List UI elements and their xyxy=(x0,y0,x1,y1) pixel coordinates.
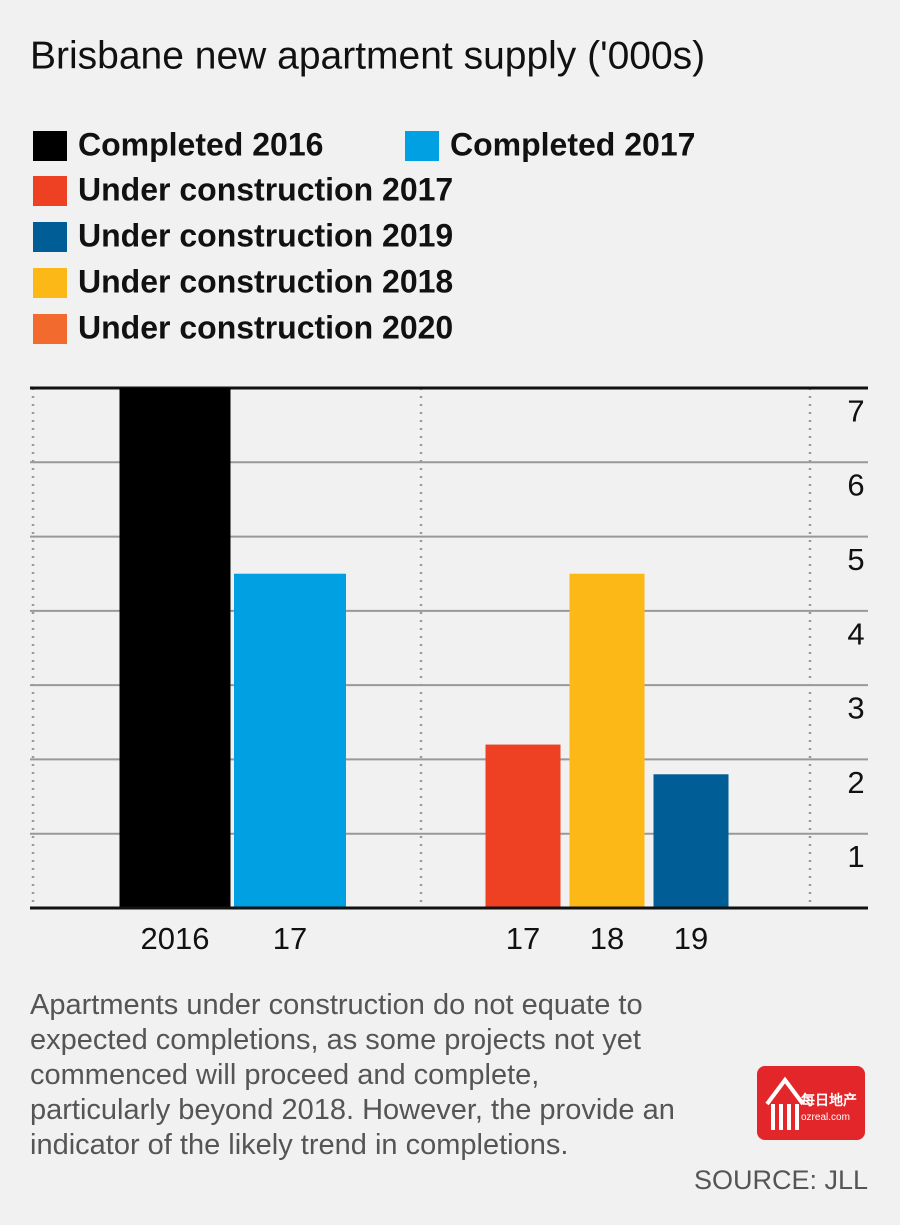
x-tick-label: 18 xyxy=(590,921,624,956)
legend-swatch xyxy=(33,131,67,161)
x-tick-label: 19 xyxy=(674,921,708,956)
footnote: Apartments under construction do not equ… xyxy=(30,989,675,1161)
legend-label: Completed 2017 xyxy=(450,126,695,162)
y-tick-label: 5 xyxy=(847,542,864,577)
bar xyxy=(569,573,645,908)
y-tick-label: 3 xyxy=(847,691,864,726)
legend-swatch xyxy=(33,176,67,206)
source: SOURCE: JLL xyxy=(693,1165,868,1195)
logo: 每日地产 ozreal.com xyxy=(757,1066,865,1140)
x-tick-label: 17 xyxy=(506,921,540,956)
legend-label: Under construction 2018 xyxy=(78,263,453,299)
legend-label: Completed 2016 xyxy=(78,126,323,162)
legend-swatch xyxy=(33,314,67,344)
chart-title: Brisbane new apartment supply ('000s) xyxy=(30,34,705,77)
legend-label: Under construction 2019 xyxy=(78,217,453,253)
bar xyxy=(234,573,346,908)
y-tick-label: 2 xyxy=(847,765,864,800)
legend-swatch xyxy=(33,268,67,298)
logo-name: 每日地产 xyxy=(801,1092,857,1108)
legend-swatch xyxy=(405,131,439,161)
legend-swatch xyxy=(33,222,67,252)
logo-url: ozreal.com xyxy=(801,1112,850,1123)
legend-label: Under construction 2020 xyxy=(78,309,453,345)
x-tick-label: 2016 xyxy=(141,921,210,956)
logo-icon xyxy=(765,1076,805,1130)
y-tick-label: 7 xyxy=(847,393,864,428)
y-tick-label: 4 xyxy=(847,616,864,651)
legend-label: Under construction 2017 xyxy=(78,171,453,207)
bar xyxy=(119,388,231,908)
y-tick-label: 6 xyxy=(847,468,864,503)
y-tick-label: 1 xyxy=(847,839,864,874)
bar xyxy=(653,774,729,908)
bar xyxy=(485,744,561,908)
x-tick-label: 17 xyxy=(273,921,307,956)
